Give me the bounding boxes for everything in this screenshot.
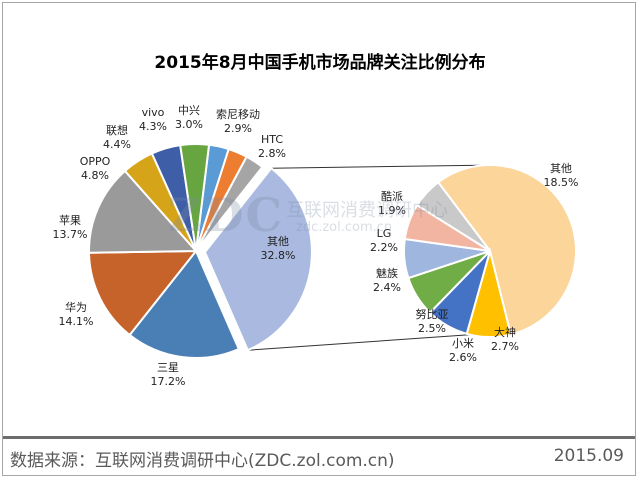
main-slice-htc	[195, 155, 264, 252]
secondary-slice-item-6	[415, 180, 491, 252]
main-label-item-4: 三星 17.2%	[151, 361, 186, 388]
chart-title: 2015年8月中国手机市场品牌关注比例分布	[154, 53, 486, 73]
footer-source: 数据来源：互联网消费调研中心(ZDC.zol.com.cn)	[10, 451, 395, 471]
chart-frame	[2, 2, 636, 476]
connector-line-top	[271, 164, 499, 169]
connector-line-bottom	[247, 333, 481, 351]
secondary-label-lg: LG 2.2%	[370, 227, 398, 254]
main-label-item-5: 华为 14.1%	[59, 300, 94, 328]
secondary-label-item-1: 大神 2.7%	[491, 325, 519, 353]
main-slice-item-3	[203, 166, 313, 352]
secondary-label-item-4: 魅族 2.4%	[373, 266, 401, 294]
main-label-item-0: 中兴 3.0%	[175, 104, 203, 131]
footer-divider	[3, 436, 635, 439]
footer-date: 2015.09	[553, 446, 624, 466]
main-label-item-3: 其他 32.8%	[261, 235, 296, 262]
watermark-url: zdc.zol.com.cn	[296, 220, 393, 235]
secondary-label-item-3: 努比亚 2.5%	[416, 307, 449, 335]
main-label-oppo: OPPO 4.8%	[80, 155, 111, 182]
main-slice-item-4	[128, 249, 241, 359]
main-label-vivo: vivo 4.3%	[139, 106, 167, 133]
main-slice-item-5	[87, 249, 199, 337]
secondary-label-item-6: 酷派 1.9%	[378, 190, 406, 217]
watermark-logo: ZDC	[168, 188, 285, 242]
main-label-item-1: 索尼移动 2.9%	[216, 107, 260, 135]
watermark-text: 互联网消费调研中心	[286, 200, 448, 221]
watermark: ZDC 互联网消费调研中心 zdc.zol.com.cn	[168, 188, 498, 248]
main-slice-vivo	[179, 143, 211, 252]
secondary-label-item-0: 其他 18.5%	[544, 162, 579, 189]
main-slice-item-6	[88, 169, 199, 254]
secondary-label-item-2: 小米 2.6%	[449, 337, 477, 364]
secondary-slice-item-0	[436, 164, 578, 336]
main-label-htc: HTC 2.8%	[258, 133, 286, 160]
main-label-item-8: 联想 4.4%	[103, 123, 131, 151]
main-label-item-6: 苹果 13.7%	[53, 213, 88, 241]
